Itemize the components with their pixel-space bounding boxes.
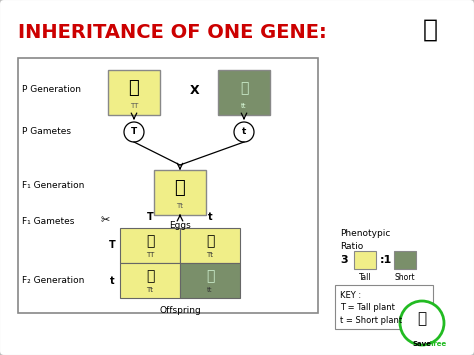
Text: t: t: [208, 212, 212, 222]
Text: P Generation: P Generation: [22, 86, 81, 94]
Text: Tt: Tt: [176, 203, 183, 209]
Text: TT: TT: [146, 252, 154, 258]
Text: tt: tt: [207, 287, 213, 293]
Circle shape: [400, 301, 444, 345]
Text: 🌿: 🌿: [206, 235, 214, 248]
Text: T: T: [131, 127, 137, 137]
Text: 🌿: 🌿: [146, 235, 154, 248]
Bar: [108, 70, 160, 115]
Circle shape: [234, 122, 254, 142]
Bar: [154, 170, 206, 215]
Text: 🌿: 🌿: [146, 269, 154, 284]
Bar: [218, 70, 270, 115]
Text: Short: Short: [395, 273, 415, 282]
Text: 3: 3: [340, 255, 347, 265]
Text: INHERITANCE OF ONE GENE:: INHERITANCE OF ONE GENE:: [18, 22, 327, 42]
Text: Tt: Tt: [146, 287, 154, 293]
Bar: [394, 251, 416, 269]
Text: Tall: Tall: [359, 273, 371, 282]
Bar: [335, 285, 433, 329]
FancyBboxPatch shape: [397, 4, 464, 58]
Text: 🌿: 🌿: [128, 80, 139, 98]
Text: ✂: ✂: [100, 215, 109, 225]
Text: P Gametes: P Gametes: [22, 127, 71, 137]
Text: t: t: [109, 275, 114, 285]
Bar: [180, 228, 240, 263]
Text: 🌲: 🌲: [418, 311, 427, 327]
Text: F₂ Generation: F₂ Generation: [22, 276, 84, 285]
Circle shape: [124, 122, 144, 142]
Text: F₁ Generation: F₁ Generation: [22, 180, 84, 190]
Text: TT: TT: [130, 103, 138, 109]
Text: Tree: Tree: [430, 341, 447, 347]
Text: 🌱: 🌱: [422, 18, 438, 42]
Bar: [120, 263, 180, 298]
Text: F₁ Gametes: F₁ Gametes: [22, 218, 74, 226]
Bar: [18, 58, 318, 313]
Bar: [354, 251, 376, 269]
Text: Tt: Tt: [207, 252, 213, 258]
Text: T: T: [109, 240, 115, 251]
Bar: [180, 263, 240, 298]
Bar: [120, 228, 180, 263]
Text: 🌿: 🌿: [174, 180, 185, 197]
Text: Phenotypic
Ratio: Phenotypic Ratio: [340, 229, 391, 251]
Text: KEY :
T = Tall plant
t = Short plant: KEY : T = Tall plant t = Short plant: [340, 291, 402, 325]
Text: :1: :1: [380, 255, 392, 265]
Text: Save: Save: [412, 341, 431, 347]
Text: t: t: [242, 127, 246, 137]
Text: tt: tt: [241, 103, 247, 109]
Text: 🌿: 🌿: [240, 82, 248, 95]
Text: 🌿: 🌿: [206, 269, 214, 284]
Text: T: T: [146, 212, 154, 222]
Text: Offspring: Offspring: [159, 306, 201, 315]
Text: Eggs: Eggs: [169, 221, 191, 230]
Text: X: X: [190, 83, 200, 97]
